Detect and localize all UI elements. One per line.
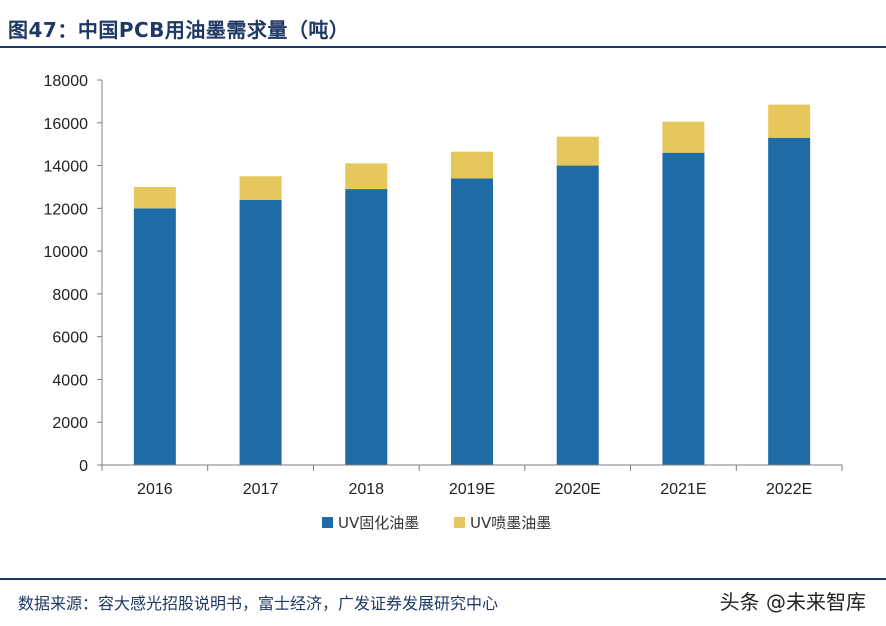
x-tick-label: 2018 (348, 481, 384, 498)
y-tick-label: 16000 (44, 116, 89, 133)
bar-uv-curing (556, 165, 599, 466)
bar-uv-inkjet (345, 163, 388, 190)
bar-uv-curing (662, 152, 705, 465)
chart: 0 2000 4000 6000 8000 10000 12000 14000 16000 180… (44, 73, 843, 532)
figure-title: 图47：中国PCB用油墨需求量（吨） (8, 18, 350, 42)
bar-uv-inkjet (451, 151, 493, 179)
x-tick-label: 2020E (555, 481, 601, 498)
x-tick-label: 2017 (243, 481, 279, 498)
watermark: 头条 @未来智库 (719, 590, 866, 614)
y-tick-label: 8000 (52, 287, 88, 304)
bar-uv-curing (239, 199, 282, 465)
bar-uv-inkjet (133, 186, 176, 209)
y-tick-label: 14000 (44, 159, 89, 176)
bar-uv-curing (451, 178, 493, 465)
bar-uv-inkjet (239, 176, 282, 200)
y-tick-label: 4000 (52, 372, 88, 389)
bar-uv-inkjet (556, 136, 599, 166)
bar-uv-curing (133, 208, 176, 466)
y-tick-label: 0 (79, 458, 88, 475)
x-tick-label: 2016 (137, 481, 173, 498)
source-note: 数据来源：容大感光招股说明书，富士经济，广发证券发展研究中心 (18, 594, 499, 613)
bar-uv-curing (768, 137, 811, 465)
title-rule (0, 46, 886, 48)
x-tick-label: 2022E (766, 481, 812, 498)
legend-label: UV固化油墨 (338, 514, 419, 532)
source-rule (0, 578, 886, 580)
y-tick-label: 10000 (44, 244, 89, 261)
legend-swatch (454, 517, 465, 528)
y-tick-label: 2000 (52, 415, 88, 432)
legend-label: UV喷墨油墨 (470, 514, 551, 532)
bar-uv-inkjet (662, 121, 705, 153)
y-tick-label: 18000 (44, 73, 89, 90)
y-tick-label: 12000 (44, 201, 89, 218)
x-tick-label: 2021E (660, 481, 706, 498)
bar-uv-inkjet (768, 104, 811, 138)
x-tick-label: 2019E (449, 481, 495, 498)
legend-swatch (322, 517, 333, 528)
bar-uv-curing (345, 189, 388, 466)
y-tick-label: 6000 (52, 330, 88, 347)
